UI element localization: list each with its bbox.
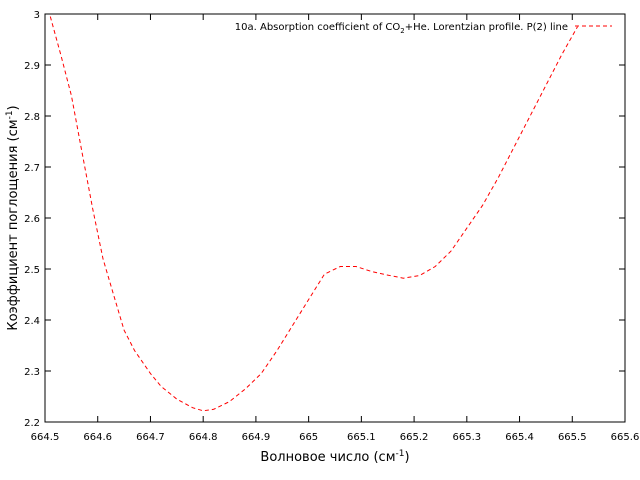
y-tick-label: 2.5 xyxy=(24,265,40,276)
x-tick-label: 665.4 xyxy=(505,432,534,443)
y-tick-label: 3 xyxy=(34,10,40,21)
legend-label-part2: +He. Lorentzian profile. P(2) line xyxy=(405,22,568,33)
x-tick-label: 664.8 xyxy=(189,432,218,443)
x-tick-label: 665.5 xyxy=(558,432,587,443)
series-line-0 xyxy=(49,16,578,412)
legend-label-subscript: 2 xyxy=(400,27,404,35)
x-tick-label: 665.1 xyxy=(347,432,376,443)
x-tick-label: 664.5 xyxy=(31,432,60,443)
y-tick-label: 2.4 xyxy=(24,316,40,327)
x-axis-label-sup: -1 xyxy=(396,449,405,459)
x-axis-label: Волновое число (см-1) xyxy=(260,449,409,465)
x-tick-label: 665.3 xyxy=(452,432,481,443)
y-tick-label: 2.7 xyxy=(24,163,40,174)
y-tick-label: 2.9 xyxy=(24,61,40,72)
y-axis-label-close: ) xyxy=(6,105,21,110)
x-tick-label: 665 xyxy=(299,432,318,443)
y-tick-label: 2.8 xyxy=(24,112,40,123)
y-axis-label-text: Коэффициент поглощения (см xyxy=(6,119,21,330)
tick-labels: 664.5 664.6 664.7 664.8 664.9 665 665.1 665.2 66… xyxy=(24,10,639,443)
legend-label: 10a. Absorption coefficient of CO2+He. L… xyxy=(235,22,568,35)
y-tick-label: 2.3 xyxy=(24,367,40,378)
y-axis-label-sup: -1 xyxy=(5,110,15,119)
x-tick-label: 664.6 xyxy=(83,432,112,443)
y-axis-label: Коэффициент поглощения (см-1) xyxy=(5,105,21,330)
x-axis-label-close: ) xyxy=(404,450,409,465)
x-axis-label-text: Волновое число (см xyxy=(260,450,395,465)
legend-label-part1: 10a. Absorption coefficient of CO xyxy=(235,22,401,33)
series-layer xyxy=(49,16,578,412)
y-tick-label: 2.2 xyxy=(24,418,40,429)
y-tick-label: 2.6 xyxy=(24,214,40,225)
plot-frame xyxy=(44,13,626,423)
x-tick-label: 665.6 xyxy=(611,432,640,443)
legend: 10a. Absorption coefficient of CO2+He. L… xyxy=(235,22,612,35)
x-tick-label: 664.9 xyxy=(242,432,271,443)
x-tick-label: 664.7 xyxy=(136,432,165,443)
x-tick-label: 665.2 xyxy=(400,432,429,443)
ticks xyxy=(44,13,626,423)
